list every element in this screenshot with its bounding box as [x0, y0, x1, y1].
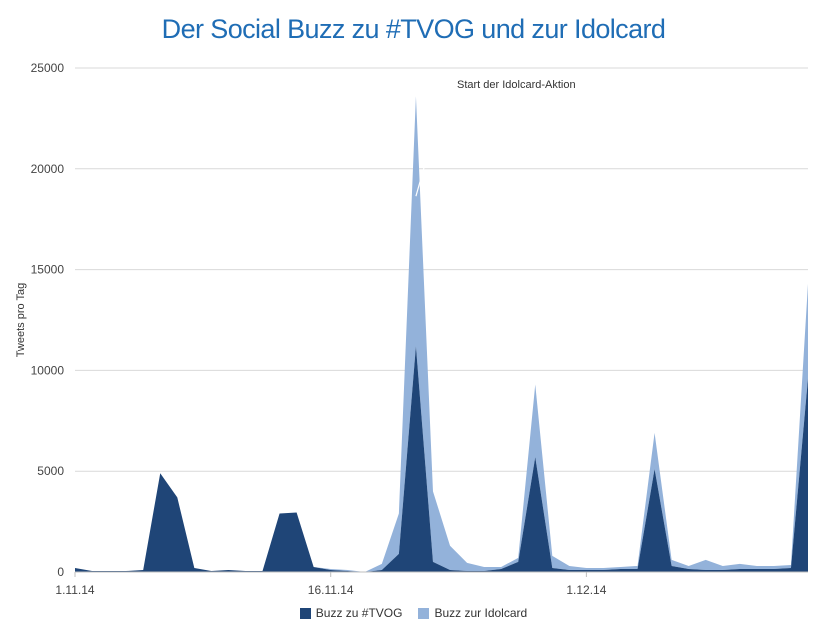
series-area-idolcard: [75, 96, 808, 572]
legend-item-idolcard: Buzz zur Idolcard: [418, 606, 527, 620]
annotation-leader-line: [415, 89, 452, 197]
legend-label-idolcard: Buzz zur Idolcard: [434, 606, 528, 620]
plot-areas: [75, 96, 808, 572]
x-tick-label: 1.12.14: [566, 583, 606, 597]
chart-title: Der Social Buzz zu #TVOG und zur Idolcar…: [161, 14, 666, 44]
y-tick-label-5000: 5000: [37, 464, 64, 478]
series-area-tvog: [75, 346, 808, 572]
y-tick-label-25000: 25000: [31, 61, 65, 75]
y-tick-label-15000: 15000: [31, 263, 65, 277]
y-tick-label-20000: 20000: [31, 162, 65, 176]
axes: 0 5000 10000 15000 20000 25000 1.11.14 16.11.14…: [31, 61, 808, 597]
annotation-label: Start der Idolcard-Aktion: [457, 79, 576, 91]
annotations: Start der Idolcard-Aktion: [415, 79, 576, 197]
y-tick-label-10000: 10000: [31, 363, 65, 377]
legend-item-tvog: Buzz zu #TVOG: [299, 606, 403, 620]
y-axis-title: Tweets pro Tag: [15, 283, 27, 357]
y-tick-label-0: 0: [57, 565, 64, 579]
x-tick-label: 1.11.14: [55, 583, 94, 597]
x-tick-label: 16.11.14: [308, 583, 354, 597]
legend-swatch-idolcard: [418, 607, 430, 619]
gridlines: [75, 67, 808, 573]
legend-swatch-tvog: [299, 607, 311, 619]
legend: Buzz zu #TVOG Buzz zur Idolcard: [0, 606, 827, 620]
legend-label-tvog: Buzz zu #TVOG: [315, 606, 403, 620]
